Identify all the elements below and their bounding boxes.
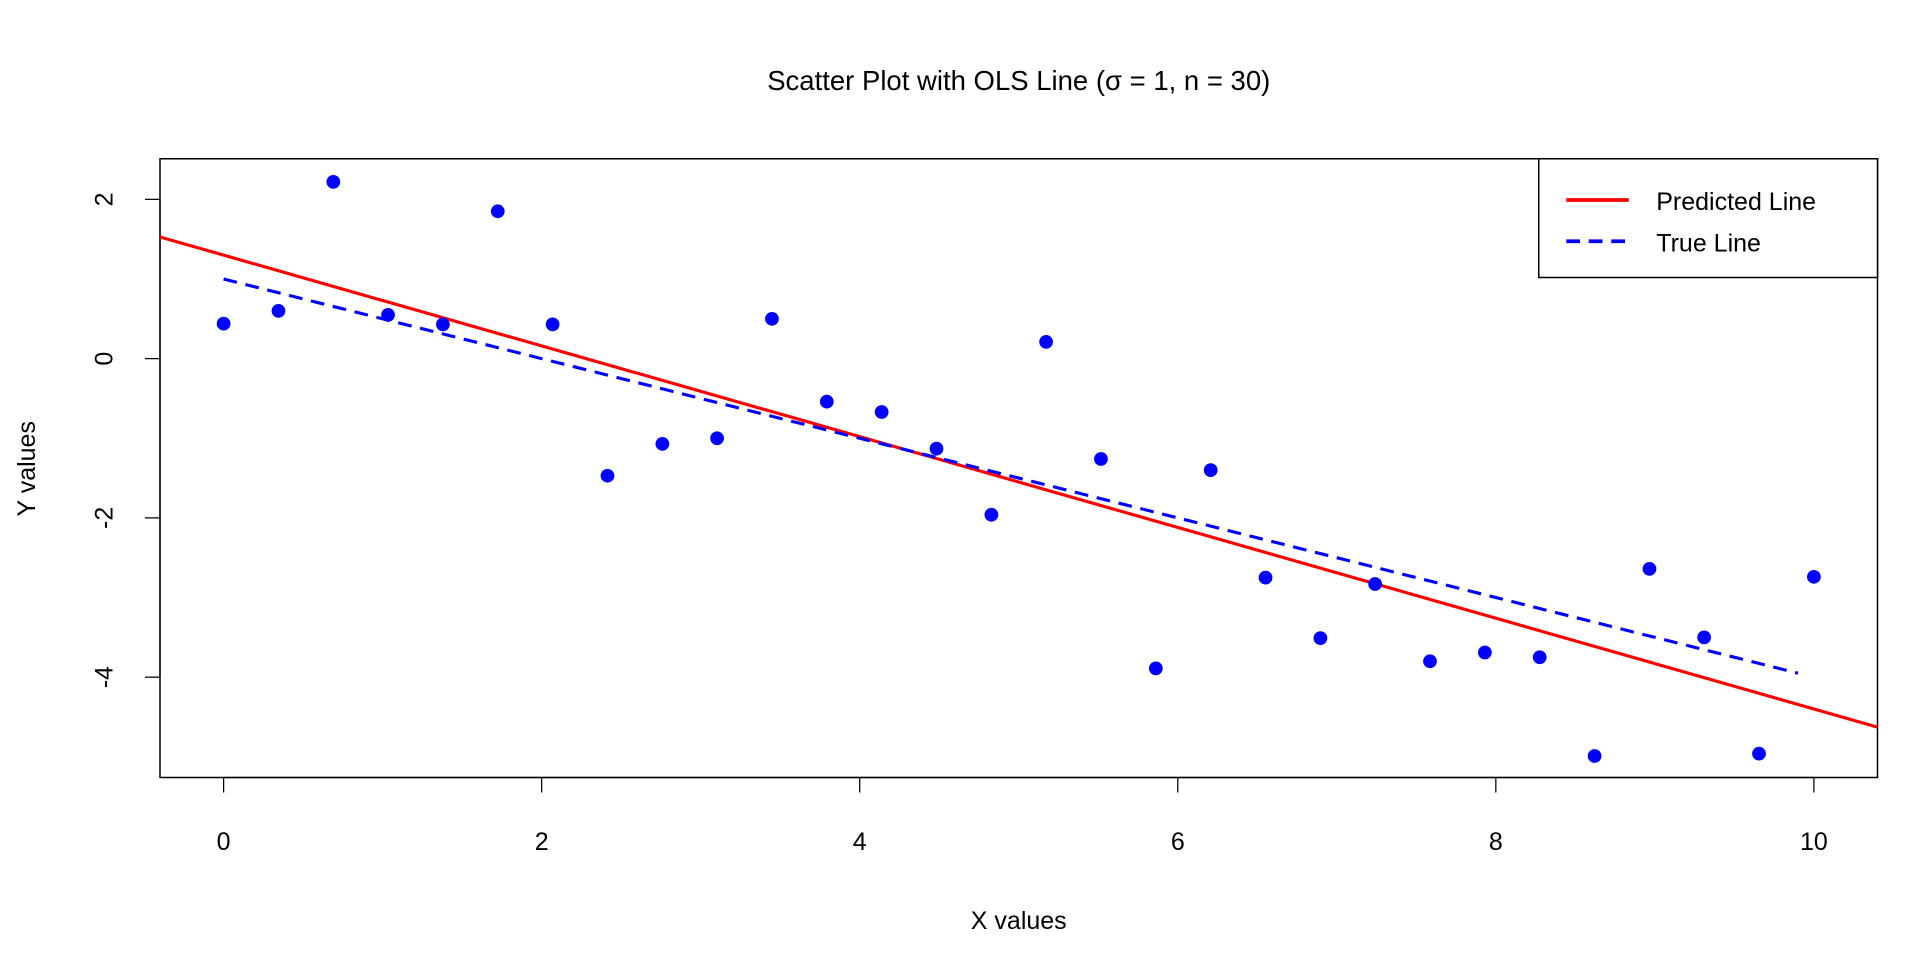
data-point — [1313, 631, 1328, 646]
data-point — [1094, 452, 1108, 466]
x-tick-label: 4 — [853, 828, 867, 856]
data-point — [984, 507, 999, 522]
predicted-line — [159, 235, 1878, 729]
data-point — [819, 394, 834, 409]
y-tick-label: -2 — [91, 507, 119, 529]
data-point — [326, 174, 341, 189]
regression-lines — [159, 235, 1878, 729]
data-point — [1532, 650, 1547, 665]
x-tick-label: 10 — [1800, 828, 1828, 856]
legend-label-true: True Line — [1656, 229, 1761, 257]
legend-box — [1538, 158, 1879, 279]
data-point — [1423, 654, 1437, 669]
data-point — [655, 436, 670, 451]
data-point — [1587, 749, 1602, 763]
data-point — [1807, 569, 1821, 584]
y-axis: -4 -2 0 2 — [91, 192, 161, 688]
y-tick-label: 2 — [91, 192, 119, 206]
data-point — [1697, 630, 1712, 645]
data-point — [1752, 746, 1766, 761]
data-point — [490, 204, 505, 219]
legend: Predicted Line True Line — [1538, 158, 1879, 279]
x-tick-label: 0 — [217, 828, 231, 856]
legend-label-predicted: Predicted Line — [1656, 188, 1816, 216]
data-point — [710, 431, 724, 446]
data-point — [1258, 570, 1273, 585]
data-point — [216, 316, 231, 331]
data-point — [1039, 335, 1053, 349]
y-tick-label: -4 — [91, 666, 119, 688]
data-point — [436, 317, 450, 332]
y-tick-label: 0 — [91, 352, 119, 366]
true-line — [223, 277, 1799, 675]
data-point — [874, 405, 889, 419]
y-axis-label: Y values — [13, 421, 41, 516]
data-point — [1642, 561, 1657, 576]
data-point — [765, 311, 779, 326]
data-point — [271, 303, 286, 318]
data-point — [1203, 463, 1218, 477]
x-tick-label: 6 — [1171, 828, 1185, 856]
chart-title: Scatter Plot with OLS Line (σ = 1, n = 3… — [767, 65, 1270, 96]
data-point — [600, 468, 615, 483]
data-points — [216, 174, 1821, 763]
data-point — [1368, 577, 1383, 591]
data-point — [1148, 661, 1163, 676]
x-tick-label: 2 — [535, 828, 549, 856]
x-axis-label: X values — [971, 907, 1067, 935]
x-axis: 0 2 4 6 8 10 — [217, 776, 1828, 856]
data-point — [381, 307, 395, 322]
data-point — [929, 441, 944, 456]
x-tick-label: 8 — [1489, 828, 1503, 856]
data-point — [1477, 645, 1492, 660]
data-point — [545, 317, 560, 332]
